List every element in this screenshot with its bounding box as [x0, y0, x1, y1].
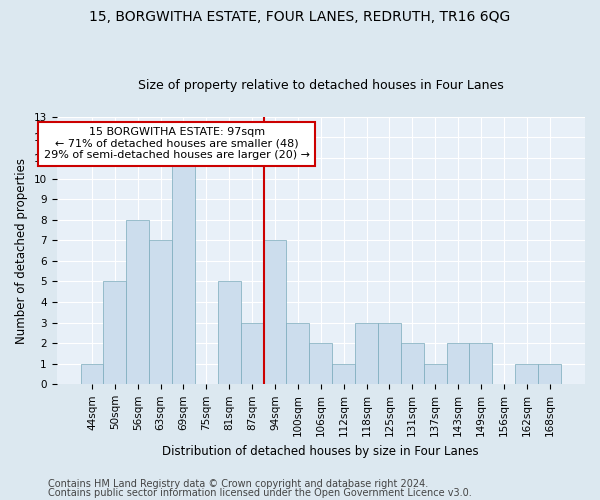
Bar [469, 343, 493, 384]
X-axis label: Distribution of detached houses by size in Four Lanes: Distribution of detached houses by size … [163, 444, 479, 458]
Y-axis label: Number of detached properties: Number of detached properties [15, 158, 28, 344]
Bar [263, 240, 286, 384]
Title: Size of property relative to detached houses in Four Lanes: Size of property relative to detached ho… [138, 79, 503, 92]
Bar [241, 322, 263, 384]
Bar [127, 220, 149, 384]
Bar [332, 364, 355, 384]
Bar [218, 282, 241, 385]
Bar [538, 364, 561, 384]
Bar [446, 343, 469, 384]
Bar [103, 282, 127, 385]
Bar [172, 158, 195, 384]
Bar [80, 364, 103, 384]
Bar [149, 240, 172, 384]
Bar [355, 322, 378, 384]
Bar [310, 343, 332, 384]
Bar [515, 364, 538, 384]
Text: 15, BORGWITHA ESTATE, FOUR LANES, REDRUTH, TR16 6QG: 15, BORGWITHA ESTATE, FOUR LANES, REDRUT… [89, 10, 511, 24]
Bar [424, 364, 446, 384]
Bar [378, 322, 401, 384]
Text: Contains HM Land Registry data © Crown copyright and database right 2024.: Contains HM Land Registry data © Crown c… [48, 479, 428, 489]
Text: Contains public sector information licensed under the Open Government Licence v3: Contains public sector information licen… [48, 488, 472, 498]
Text: 15 BORGWITHA ESTATE: 97sqm
← 71% of detached houses are smaller (48)
29% of semi: 15 BORGWITHA ESTATE: 97sqm ← 71% of deta… [44, 127, 310, 160]
Bar [401, 343, 424, 384]
Bar [286, 322, 310, 384]
